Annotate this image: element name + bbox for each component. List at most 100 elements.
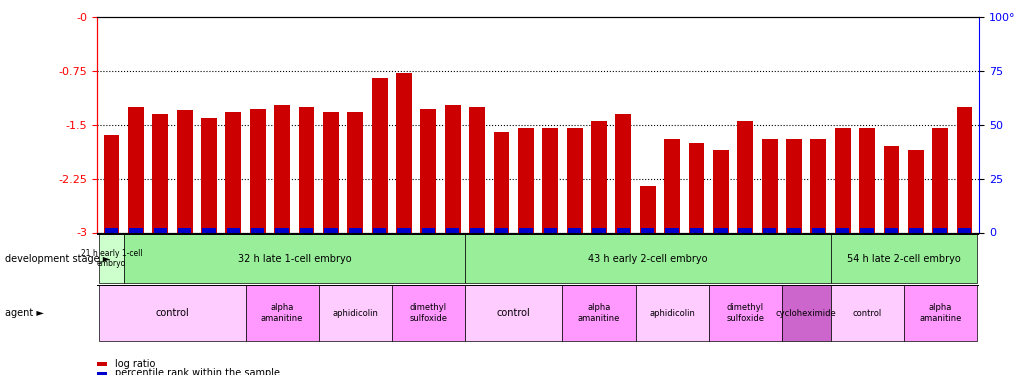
Bar	[201, 117, 217, 232]
Bar	[561, 285, 635, 341]
Text: percentile rank within the sample: percentile rank within the sample	[115, 369, 280, 375]
Bar	[663, 139, 680, 232]
Bar	[152, 114, 168, 232]
Bar	[421, 228, 435, 232]
Bar	[614, 114, 631, 232]
Bar	[176, 110, 193, 232]
Bar	[251, 228, 264, 232]
Text: alpha
amanitine: alpha amanitine	[918, 303, 961, 323]
Bar	[465, 285, 561, 341]
Bar	[664, 228, 679, 232]
Bar	[635, 285, 708, 341]
Bar	[373, 228, 386, 232]
Bar	[590, 121, 606, 232]
Bar	[712, 150, 728, 232]
Bar	[275, 228, 288, 232]
Bar	[956, 107, 971, 232]
Bar	[829, 234, 976, 283]
Bar	[127, 107, 144, 232]
Bar	[518, 128, 533, 232]
Bar	[883, 228, 898, 232]
Bar	[903, 285, 976, 341]
Bar	[957, 228, 970, 232]
Bar	[829, 285, 903, 341]
Bar	[519, 228, 532, 232]
Bar	[713, 228, 727, 232]
Bar	[781, 285, 829, 341]
Bar	[810, 139, 825, 232]
Bar	[858, 128, 874, 232]
Bar	[250, 109, 265, 232]
Bar	[542, 128, 557, 232]
Bar	[371, 78, 387, 232]
Text: 21 h early 1-cell
embryo: 21 h early 1-cell embryo	[81, 249, 143, 268]
Bar	[859, 228, 873, 232]
Text: alpha
amanitine: alpha amanitine	[577, 303, 620, 323]
Bar	[689, 228, 702, 232]
Bar	[300, 228, 313, 232]
Bar	[347, 112, 363, 232]
Bar	[494, 228, 507, 232]
Bar	[567, 128, 582, 232]
Text: cycloheximide: cycloheximide	[775, 309, 836, 318]
Bar	[882, 146, 899, 232]
Bar	[99, 285, 246, 341]
Text: aphidicolin: aphidicolin	[332, 309, 378, 318]
Bar	[225, 112, 242, 232]
Bar	[445, 228, 459, 232]
Bar	[104, 135, 119, 232]
Bar	[762, 228, 775, 232]
Bar	[324, 228, 337, 232]
Bar	[592, 228, 605, 232]
Text: control: control	[852, 309, 880, 318]
Bar	[811, 228, 824, 232]
Bar	[177, 228, 192, 232]
Bar	[639, 186, 655, 232]
Text: dimethyl
sulfoxide: dimethyl sulfoxide	[409, 303, 447, 323]
Bar	[274, 105, 289, 232]
Bar	[420, 109, 436, 232]
Bar	[391, 285, 465, 341]
Bar	[737, 121, 752, 232]
Bar	[836, 228, 849, 232]
Bar	[708, 285, 781, 341]
Bar	[932, 228, 946, 232]
Bar	[123, 234, 465, 283]
Bar	[931, 128, 948, 232]
Bar	[761, 139, 776, 232]
Text: 54 h late 2-cell embryo: 54 h late 2-cell embryo	[846, 254, 960, 264]
Bar	[299, 107, 314, 232]
Bar	[202, 228, 216, 232]
Bar	[543, 228, 556, 232]
Bar	[154, 228, 167, 232]
Text: control: control	[496, 308, 530, 318]
Bar	[493, 132, 508, 232]
Bar	[908, 228, 921, 232]
Bar	[246, 285, 318, 341]
Bar	[105, 228, 118, 232]
Bar	[688, 142, 704, 232]
Text: dimethyl
sulfoxide: dimethyl sulfoxide	[726, 303, 763, 323]
Text: 43 h early 2-cell embryo: 43 h early 2-cell embryo	[587, 254, 707, 264]
Bar	[834, 128, 850, 232]
Bar	[470, 228, 483, 232]
Bar	[786, 139, 801, 232]
Bar	[99, 234, 123, 283]
Bar	[395, 73, 412, 232]
Bar	[616, 228, 630, 232]
Bar	[129, 228, 143, 232]
Bar	[348, 228, 362, 232]
Text: agent ►: agent ►	[5, 308, 44, 318]
Bar	[907, 150, 923, 232]
Text: 32 h late 1-cell embryo: 32 h late 1-cell embryo	[237, 254, 351, 264]
Bar	[568, 228, 581, 232]
Bar	[396, 228, 411, 232]
Text: aphidicolin: aphidicolin	[648, 309, 694, 318]
Bar	[469, 107, 485, 232]
Text: control: control	[156, 308, 190, 318]
Bar	[226, 228, 239, 232]
Bar	[318, 285, 391, 341]
Text: alpha
amanitine: alpha amanitine	[261, 303, 303, 323]
Bar	[640, 228, 654, 232]
Bar	[465, 234, 829, 283]
